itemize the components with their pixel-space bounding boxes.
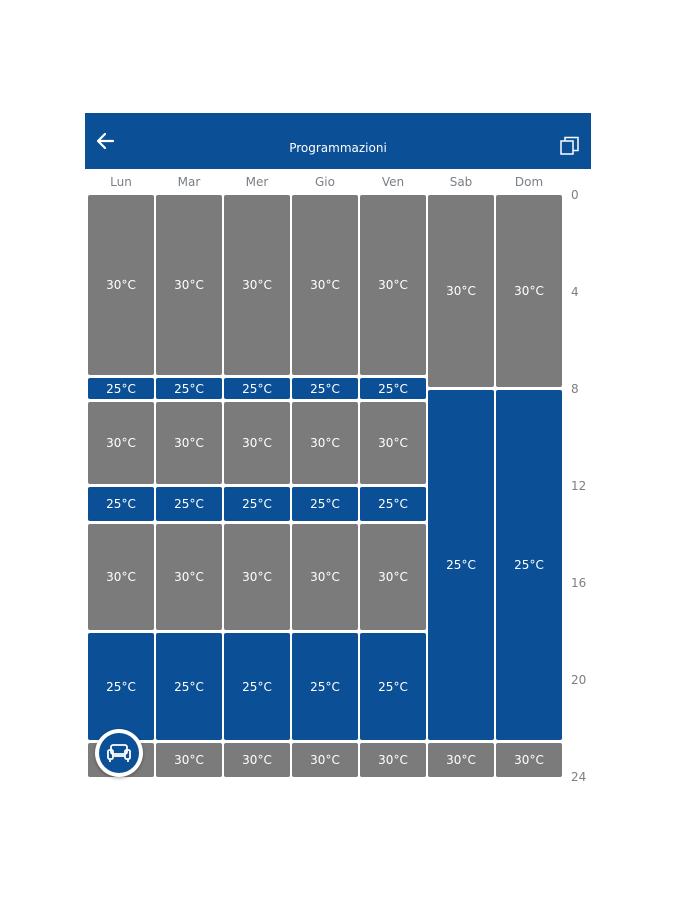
slot-sab-3[interactable]: 30°C	[428, 743, 494, 777]
slot-gio-5[interactable]: 30°C	[292, 524, 358, 630]
day-label-sab: Sab	[449, 175, 473, 189]
arrow-left-icon	[96, 132, 115, 150]
schedule-screen: Programmazioni Lun Mar Mer Gio Ven Sab D…	[85, 113, 591, 793]
day-label-lun: Lun	[110, 175, 132, 189]
slot-sab-1[interactable]: 30°C	[428, 195, 494, 387]
hour-label-24: 24	[571, 770, 587, 784]
slot-ven-4[interactable]: 25°C	[360, 487, 426, 521]
slot-lun-4[interactable]: 25°C	[88, 487, 154, 521]
back-button[interactable]	[91, 127, 121, 155]
slot-mar-3[interactable]: 30°C	[156, 402, 222, 484]
copy-icon	[560, 136, 579, 155]
slot-ven-3[interactable]: 30°C	[360, 402, 426, 484]
slot-ven-2[interactable]: 25°C	[360, 378, 426, 399]
fab-inner	[99, 733, 139, 773]
hour-label-8: 8	[571, 382, 579, 396]
slot-gio-1[interactable]: 30°C	[292, 195, 358, 375]
day-label-gio: Gio	[315, 175, 335, 189]
hour-label-20: 20	[571, 673, 587, 687]
slot-ven-5[interactable]: 30°C	[360, 524, 426, 630]
day-label-ven: Ven	[381, 175, 405, 189]
slot-mar-7[interactable]: 30°C	[156, 743, 222, 777]
day-label-mer: Mer	[245, 175, 269, 189]
hour-label-16: 16	[571, 576, 587, 590]
day-label-mar: Mar	[177, 175, 201, 189]
comfort-mode-button[interactable]	[95, 729, 143, 777]
slot-ven-1[interactable]: 30°C	[360, 195, 426, 375]
slot-lun-2[interactable]: 25°C	[88, 378, 154, 399]
day-label-dom: Dom	[514, 175, 544, 189]
slot-dom-1[interactable]: 30°C	[496, 195, 562, 387]
slot-ven-7[interactable]: 30°C	[360, 743, 426, 777]
slot-mar-6[interactable]: 25°C	[156, 633, 222, 740]
slot-mer-2[interactable]: 25°C	[224, 378, 290, 399]
slot-dom-2[interactable]: 25°C	[496, 390, 562, 740]
slot-mer-1[interactable]: 30°C	[224, 195, 290, 375]
slot-mar-2[interactable]: 25°C	[156, 378, 222, 399]
slot-mar-4[interactable]: 25°C	[156, 487, 222, 521]
slot-mer-3[interactable]: 30°C	[224, 402, 290, 484]
sofa-icon	[107, 744, 131, 762]
slot-mer-5[interactable]: 30°C	[224, 524, 290, 630]
slot-gio-4[interactable]: 25°C	[292, 487, 358, 521]
slot-mar-1[interactable]: 30°C	[156, 195, 222, 375]
slot-gio-7[interactable]: 30°C	[292, 743, 358, 777]
slot-mar-5[interactable]: 30°C	[156, 524, 222, 630]
top-bar: Programmazioni	[85, 113, 591, 169]
hour-label-0: 0	[571, 188, 579, 202]
slot-sab-2[interactable]: 25°C	[428, 390, 494, 740]
slot-mer-7[interactable]: 30°C	[224, 743, 290, 777]
slot-mer-4[interactable]: 25°C	[224, 487, 290, 521]
slot-dom-3[interactable]: 30°C	[496, 743, 562, 777]
slot-lun-6[interactable]: 25°C	[88, 633, 154, 740]
slot-lun-1[interactable]: 30°C	[88, 195, 154, 375]
hour-label-4: 4	[571, 285, 579, 299]
slot-lun-3[interactable]: 30°C	[88, 402, 154, 484]
slot-gio-3[interactable]: 30°C	[292, 402, 358, 484]
schedule-grid: 30°C 25°C 30°C 25°C 30°C 25°C 30°C 25°C …	[85, 188, 591, 784]
slot-gio-6[interactable]: 25°C	[292, 633, 358, 740]
day-header-row: Lun Mar Mer Gio Ven Sab Dom	[85, 171, 591, 193]
hour-label-12: 12	[571, 479, 587, 493]
copy-button[interactable]	[559, 135, 581, 157]
slot-ven-6[interactable]: 25°C	[360, 633, 426, 740]
slot-lun-5[interactable]: 30°C	[88, 524, 154, 630]
slot-gio-2[interactable]: 25°C	[292, 378, 358, 399]
page-title: Programmazioni	[289, 141, 387, 155]
slot-mer-6[interactable]: 25°C	[224, 633, 290, 740]
